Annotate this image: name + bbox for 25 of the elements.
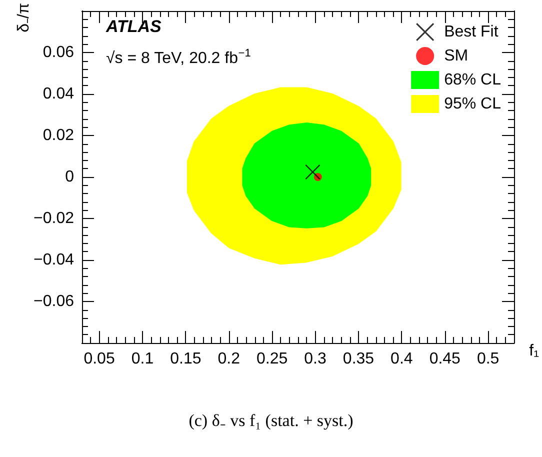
x-tick-label: 0.35 [342, 350, 374, 368]
x-tick-label: 0.25 [256, 350, 288, 368]
y-tick-label: −0.06 [34, 293, 74, 310]
x-tick-label: 0.2 [218, 350, 240, 368]
x-tick-label: 0.4 [390, 350, 413, 368]
y-tick-label: 0.02 [42, 127, 74, 144]
x-axis-title: f₁ [529, 342, 539, 360]
x-tick-label: 0.05 [84, 350, 115, 368]
annotation: ATLAS [105, 17, 162, 36]
y-tick-label: 0.04 [42, 86, 74, 102]
x-tick-label: 0.15 [170, 350, 202, 368]
x-tick-label: 0.45 [429, 350, 461, 368]
y-axis-title: δ₋/π [16, 3, 32, 32]
y-tick-label: −0.04 [34, 252, 74, 268]
legend-label: 68% CL [444, 72, 502, 88]
y-tick-label: 0 [65, 168, 74, 186]
legend-label: 95% CL [444, 96, 502, 112]
x-tick-label: 0.5 [476, 350, 500, 368]
x-tick-label: 0.1 [131, 350, 154, 368]
legend-label: SM [444, 48, 468, 64]
y-tick-label: −0.02 [34, 210, 74, 227]
legend-label: Best Fit [444, 24, 499, 40]
text: (c) δ₋ vs f₁ (stat. + syst.) [188, 411, 354, 430]
y-tick-label: 0.06 [42, 44, 74, 61]
x-tick-label: 0.3 [304, 350, 326, 368]
